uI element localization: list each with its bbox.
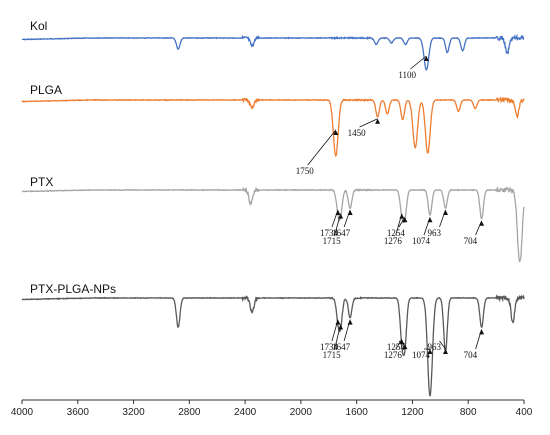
x-tick-label: 2000: [290, 407, 313, 418]
annotation-arrowhead: [338, 213, 344, 219]
annotation-arrow: [410, 55, 427, 70]
series-line: [21, 294, 525, 397]
annotation-arrowhead: [333, 130, 339, 135]
annotation-label: 1734: [320, 228, 339, 238]
annotation-label: 963: [427, 228, 441, 238]
x-tick-label: 4000: [11, 407, 34, 418]
annotation-arrowhead: [399, 213, 405, 219]
annotation-arrowhead: [335, 210, 341, 215]
x-tick-label: 1600: [346, 407, 369, 418]
annotation-label: 1734: [320, 342, 339, 352]
series-label: PTX: [30, 175, 53, 189]
annotation-label: 1715: [323, 236, 342, 246]
annotation-arrowhead: [347, 319, 353, 325]
annotation-arrow: [398, 216, 406, 228]
annotation-label: 1715: [323, 350, 342, 360]
annotation-arrowhead: [375, 118, 381, 124]
annotation-arrowhead: [479, 329, 485, 335]
annotation-label: 1254: [387, 228, 406, 238]
annotation-label: 1254: [387, 342, 406, 352]
annotation-arrowhead: [335, 319, 341, 325]
series-plga: PLGA 1750 1450: [21, 83, 525, 176]
annotation-arrowhead: [347, 210, 353, 215]
annotation-arrow: [359, 118, 378, 128]
annotation-label: 1276: [384, 236, 403, 246]
x-axis: 4000 3600 3200 2800 2400 2000 1600 1200 800 400: [11, 399, 533, 418]
x-tick-label: 3600: [67, 407, 90, 418]
x-tick-label: 3200: [122, 407, 145, 418]
annotation-label: 1647: [332, 342, 351, 352]
series-line: [21, 186, 525, 263]
annotation-arrowhead: [479, 220, 485, 226]
x-tick-label: 400: [516, 407, 533, 418]
annotation-label: 704: [464, 236, 478, 246]
series-label: PTX-PLGA-NPs: [30, 282, 116, 296]
annotation-arrowhead: [442, 210, 448, 215]
annotation-arrow: [395, 338, 403, 350]
annotation-label: 1647: [332, 228, 351, 238]
annotation-label: 704: [464, 350, 478, 360]
annotation-arrow: [439, 340, 446, 350]
annotation-label: 1100: [398, 70, 416, 80]
x-tick-label: 2800: [178, 407, 201, 418]
annotation-arrowhead: [402, 217, 408, 223]
annotation-arrowhead: [427, 217, 433, 223]
annotation-arrow: [307, 129, 337, 166]
series-label: Kol: [30, 19, 47, 33]
annotation-label: 1750: [296, 166, 315, 176]
annotation-label: 1450: [348, 128, 367, 138]
annotation-arrowhead: [338, 324, 344, 330]
series-line: [21, 96, 525, 158]
annotation-arrowhead: [423, 56, 429, 61]
x-tick-label: 2400: [234, 407, 257, 418]
annotation-label: 1074: [412, 236, 431, 246]
series-label: PLGA: [30, 83, 62, 97]
annotation-label: 1276: [384, 350, 403, 360]
series-line: [22, 33, 525, 71]
annotation-arrowhead: [402, 344, 408, 350]
annotation-label: 963: [427, 342, 441, 352]
series-kol: Kol 1100: [22, 19, 525, 80]
x-tick-label: 1200: [401, 407, 424, 418]
x-tick-label: 800: [460, 407, 477, 418]
annotation-arrowhead: [442, 349, 448, 354]
annotation-arrowhead: [427, 349, 433, 354]
annotation-label: 1074: [412, 350, 431, 360]
annotation-arrow: [398, 340, 406, 345]
